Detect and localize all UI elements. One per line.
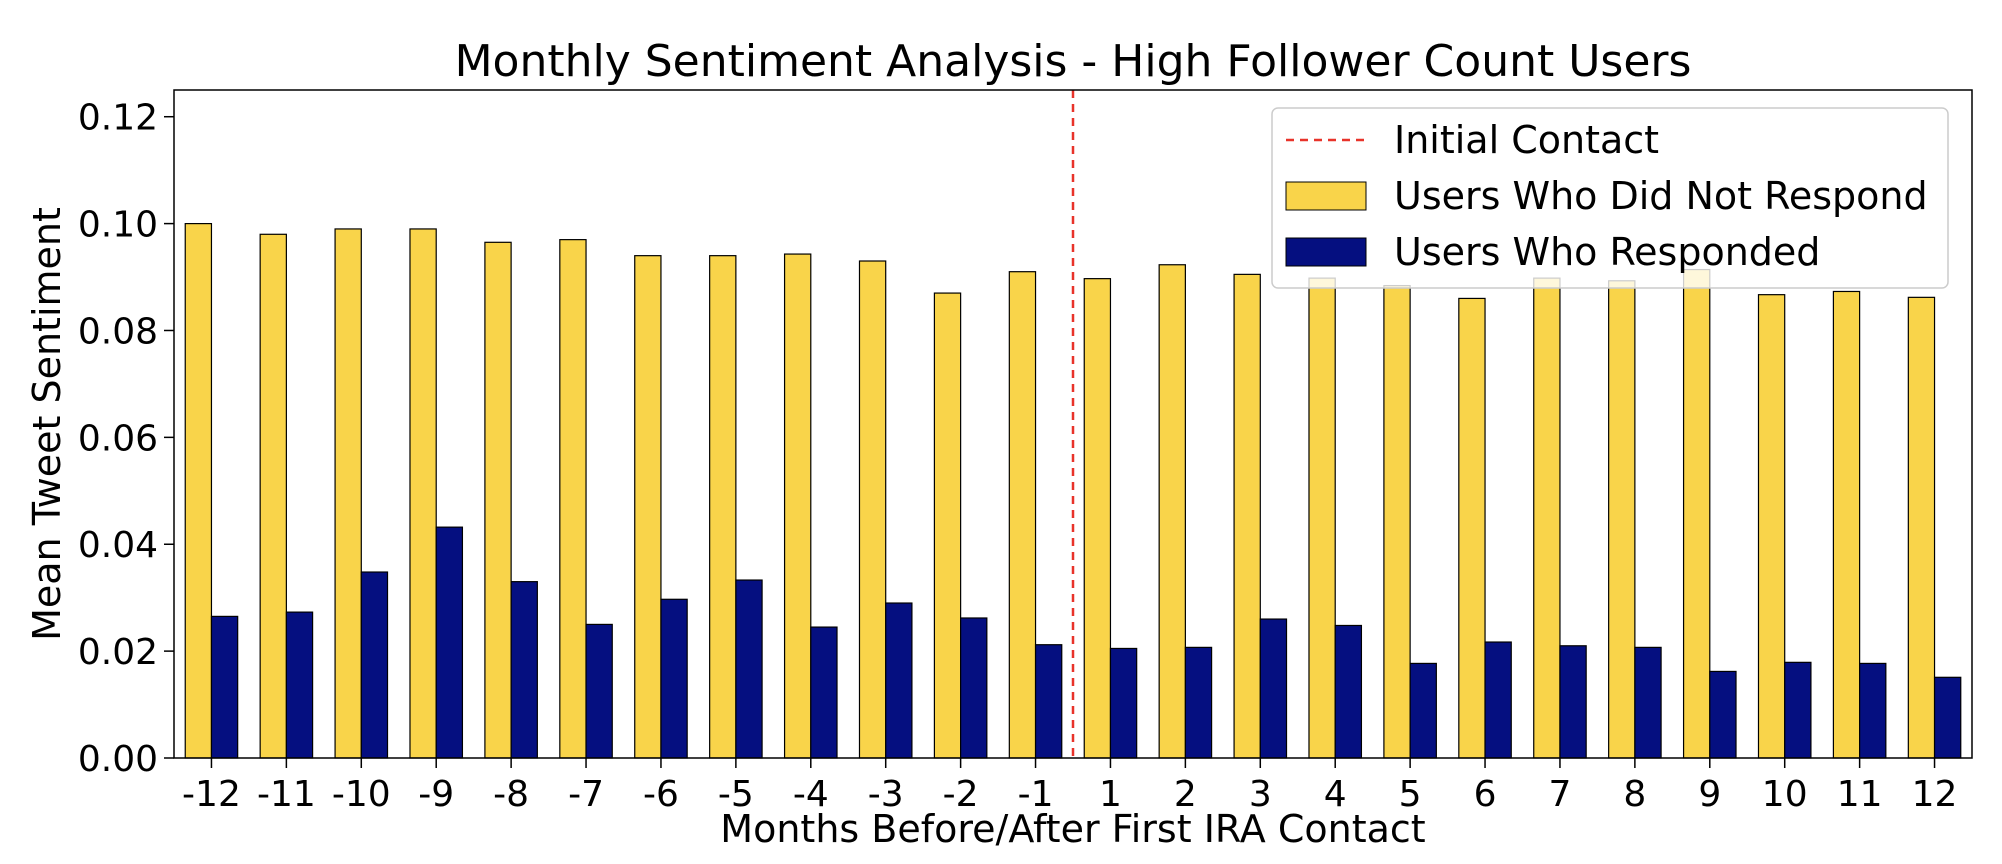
plot-frame	[173, 89, 1973, 759]
bar-responded-3	[1259, 618, 1288, 759]
y-tick-label: 0.08	[78, 311, 158, 352]
bar-responded--6	[660, 598, 688, 759]
bar-did-not-respond-7	[1533, 277, 1561, 759]
x-tick-label: 11	[1837, 774, 1883, 815]
bars-layer	[184, 223, 1962, 759]
legend-box	[1271, 107, 1949, 289]
bar-responded--5	[735, 579, 763, 759]
bar-did-not-respond-12	[1907, 296, 1936, 759]
bar-did-not-respond--4	[783, 253, 812, 759]
bar-responded--2	[960, 617, 988, 759]
y-tick-label: 0.12	[78, 98, 158, 139]
bar-did-not-respond--1	[1008, 271, 1037, 759]
x-tick-label: 10	[1762, 774, 1808, 815]
x-tick-label: -5	[718, 774, 754, 815]
x-tick-label: -6	[643, 774, 679, 815]
bar-did-not-respond--2	[933, 292, 962, 759]
y-tick-label: 0.02	[78, 632, 158, 673]
x-tick-label: -4	[793, 774, 829, 815]
y-axis-label: Mean Tweet Sentiment	[25, 207, 69, 641]
y-tick-label: 0.10	[78, 205, 158, 246]
bar-did-not-respond-2	[1158, 264, 1186, 759]
x-tick-label: -2	[943, 774, 979, 815]
x-tick-label: 1	[1099, 774, 1122, 815]
bar-did-not-respond-4	[1308, 277, 1336, 759]
x-tick-label: 9	[1698, 774, 1721, 815]
x-tick-label: 3	[1249, 774, 1272, 815]
bar-responded-12	[1933, 676, 1962, 759]
bar-responded-1	[1109, 647, 1138, 759]
bar-responded-9	[1709, 670, 1737, 759]
bar-responded--7	[585, 623, 613, 759]
y-tick-label: 0.06	[78, 418, 158, 459]
bar-did-not-respond--11	[259, 233, 287, 759]
legend-label-did-not-respond: Users Who Did Not Respond	[1394, 174, 1928, 218]
bar-did-not-respond--5	[709, 255, 737, 759]
legend-swatch-did-not-respond	[1285, 181, 1367, 211]
bar-did-not-respond-1	[1083, 278, 1112, 759]
ticks-layer: 0.000.020.040.060.080.100.12-12 -11 -10 -9-…	[78, 98, 1958, 815]
bar-responded-8	[1634, 646, 1662, 759]
bar-responded--10	[360, 571, 389, 759]
x-tick-label: 12	[1912, 774, 1958, 815]
x-tick-label: -1	[1018, 774, 1054, 815]
x-tick-label: -8	[493, 774, 529, 815]
bar-responded-11	[1859, 662, 1887, 759]
bar-responded--9	[435, 526, 464, 759]
bar-did-not-respond--6	[634, 255, 662, 759]
bar-did-not-respond--3	[858, 260, 887, 759]
bar-did-not-respond-5	[1383, 284, 1411, 759]
bar-responded-4	[1334, 624, 1363, 759]
x-tick-label: -3	[868, 774, 904, 815]
bar-responded--11	[285, 611, 314, 759]
bar-responded-2	[1184, 646, 1213, 759]
x-tick-label: -7	[568, 774, 604, 815]
y-tick-label: 0.00	[78, 739, 158, 780]
bar-did-not-respond--10	[334, 228, 362, 759]
bar-responded--4	[810, 626, 838, 759]
x-tick-label: 8	[1623, 774, 1646, 815]
x-tick-label: -10	[332, 774, 391, 815]
legend-label-initial-contact: Initial Contact	[1394, 118, 1659, 162]
x-tick-label: -11	[257, 774, 316, 815]
bar-did-not-respond-10	[1757, 294, 1786, 759]
bar-did-not-respond-8	[1608, 280, 1636, 759]
bar-did-not-respond-11	[1832, 290, 1861, 759]
bar-did-not-respond-9	[1682, 268, 1711, 759]
bar-responded-10	[1784, 661, 1812, 759]
bar-did-not-respond--8	[484, 241, 512, 759]
x-tick-label: 2	[1174, 774, 1197, 815]
x-axis-label: Months Before/After First IRA Contact	[720, 807, 1425, 851]
bar-did-not-respond--7	[559, 239, 587, 759]
chart-title: Monthly Sentiment Analysis - High Follow…	[455, 36, 1692, 87]
bar-responded-5	[1409, 662, 1437, 759]
x-tick-label: 6	[1474, 774, 1497, 815]
bar-responded--1	[1034, 644, 1063, 759]
x-tick-label: 7	[1549, 774, 1572, 815]
bar-did-not-respond-3	[1233, 273, 1261, 759]
bar-responded--3	[885, 602, 913, 759]
x-tick-label: 4	[1324, 774, 1347, 815]
legend-label-responded: Users Who Responded	[1394, 230, 1820, 274]
x-tick-label: -12	[182, 774, 241, 815]
legend-swatch-responded	[1285, 237, 1367, 267]
bar-did-not-respond--9	[409, 228, 437, 759]
bar-responded--8	[510, 581, 538, 759]
legend: Initial Contact Users Who Did Not Respon…	[1271, 107, 1949, 289]
y-tick-label: 0.04	[78, 525, 158, 566]
bar-did-not-respond-6	[1458, 297, 1486, 759]
bar-responded-7	[1559, 645, 1587, 759]
bar-responded-6	[1484, 641, 1512, 759]
bar-did-not-respond--12	[184, 223, 213, 759]
bar-responded--12	[210, 615, 239, 759]
x-tick-label: -9	[418, 774, 454, 815]
x-tick-label: 5	[1399, 774, 1422, 815]
